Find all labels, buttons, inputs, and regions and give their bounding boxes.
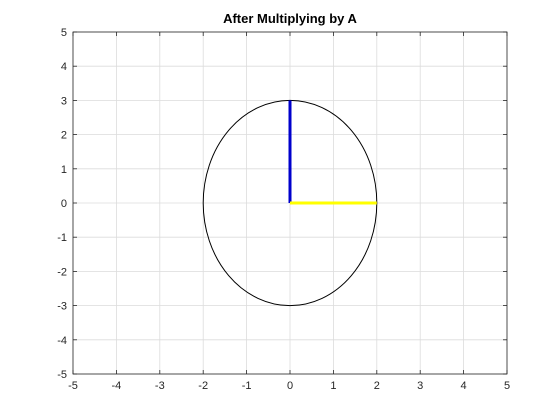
x-tick-label: 2: [374, 380, 380, 392]
y-tick-label: 1: [61, 164, 67, 176]
y-tick-label: -4: [57, 335, 67, 347]
y-tick-label: 5: [61, 27, 67, 39]
series-layer: [202, 99, 378, 307]
y-tick-label: 3: [61, 95, 67, 107]
x-tick-label: -2: [198, 380, 208, 392]
x-tick-label: -3: [155, 380, 165, 392]
y-tick-label: 2: [61, 130, 67, 142]
y-tick-label: 4: [61, 61, 67, 73]
y-tick-label: -1: [57, 232, 67, 244]
x-tick-label: 1: [330, 380, 336, 392]
x-tick-label: -1: [242, 380, 252, 392]
x-tick-label: -4: [112, 380, 122, 392]
y-tick-label: 0: [61, 198, 67, 210]
x-tick-label: -5: [68, 380, 78, 392]
y-tick-label: -5: [57, 369, 67, 381]
tick-layer: -5 -4 -3 -2 -1 0 1 2 3 4 5 -5 -4 -3 -2 -1 0 1 2 3 4 5: [57, 27, 510, 392]
x-tick-label: 4: [461, 380, 467, 392]
chart-title: After Multiplying by A: [223, 11, 357, 26]
x-tick-label: 3: [417, 380, 423, 392]
y-tick-label: -2: [57, 266, 67, 278]
x-tick-label: 0: [287, 380, 293, 392]
y-tick-label: -3: [57, 301, 67, 313]
x-tick-label: 5: [504, 380, 510, 392]
